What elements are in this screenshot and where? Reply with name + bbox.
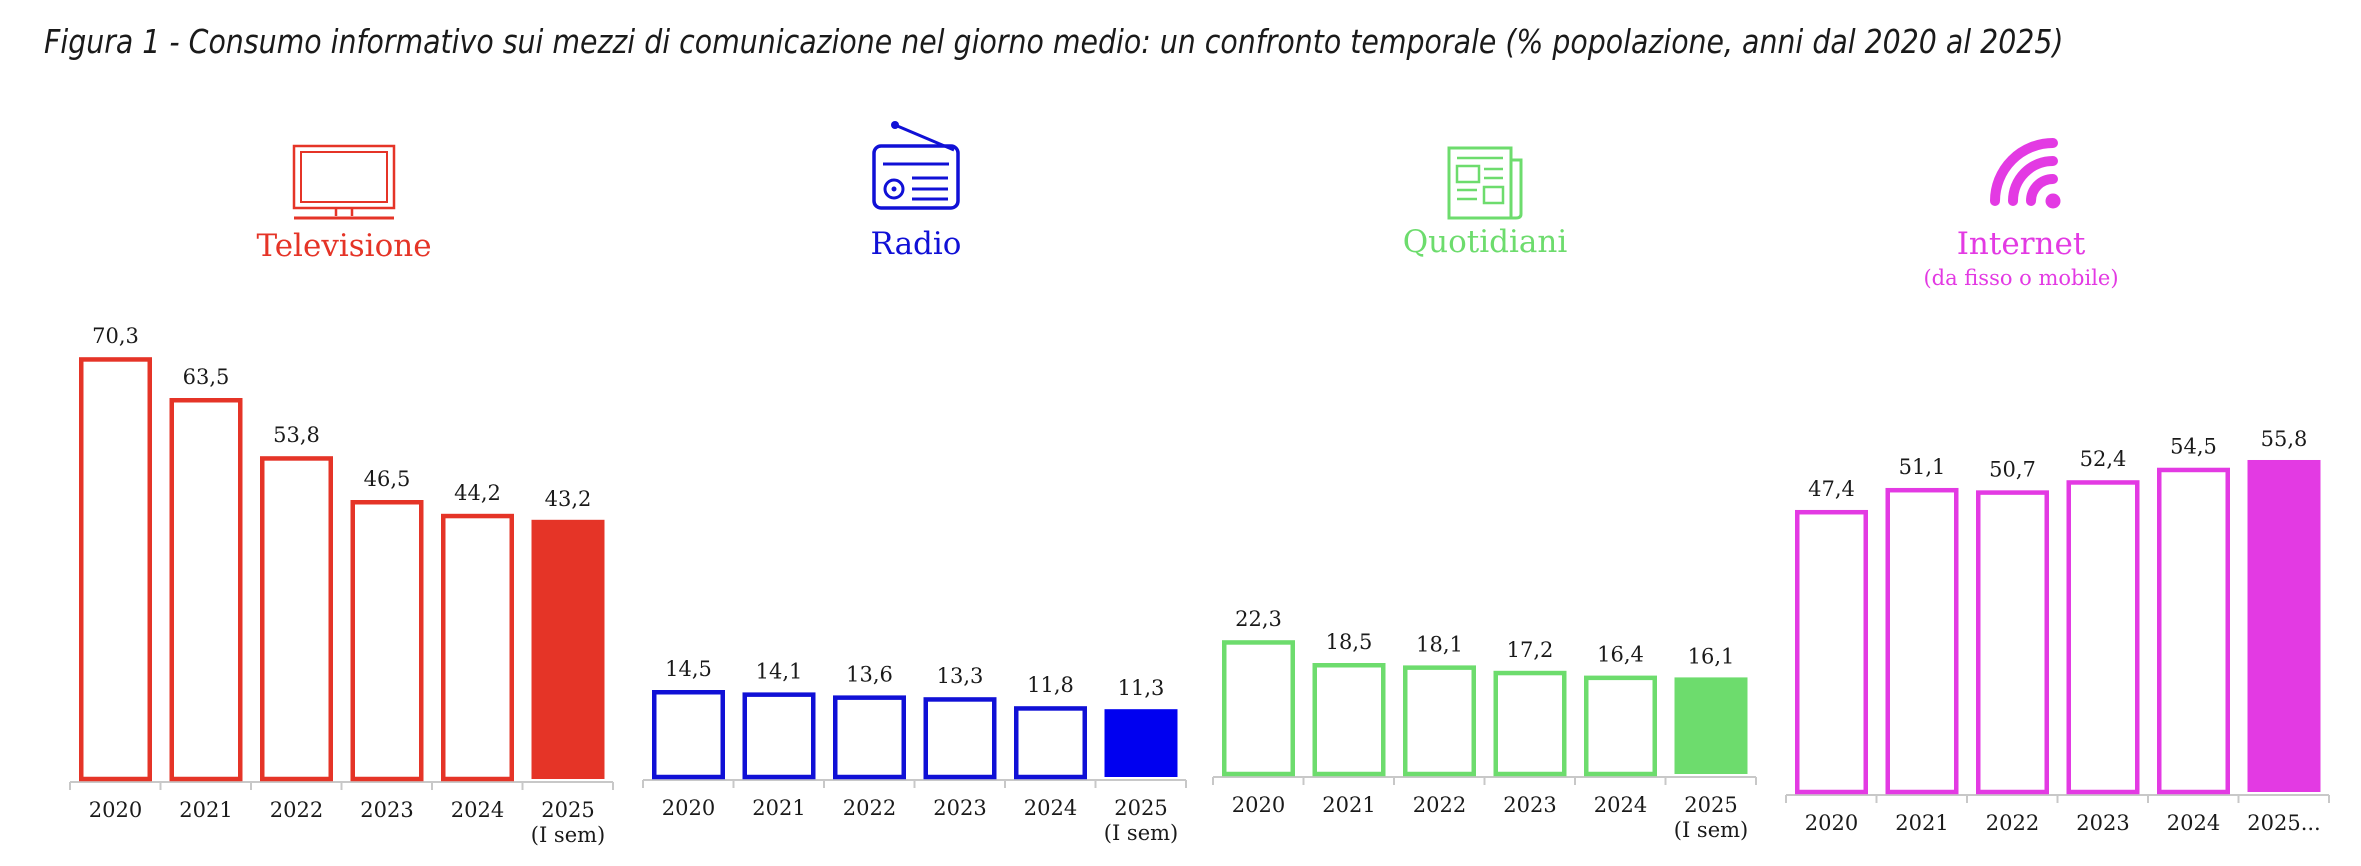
x-tick-label: 2025: [1114, 796, 1167, 820]
bar-2023: [1493, 670, 1567, 777]
bar-2023: [350, 500, 424, 782]
x-tick-label: 2023: [933, 796, 986, 820]
x-tick-label: 2023: [2076, 811, 2129, 835]
data-label: 50,7: [1989, 457, 2036, 481]
bar-2024: [441, 513, 514, 782]
data-label: 54,5: [2170, 435, 2217, 459]
panel-radio: Radio 14,5 2020 14,1 2021 13,6 2022 13,3 2023 11,…: [642, 121, 1187, 845]
data-label: 53,8: [273, 423, 320, 447]
bar-2021: [742, 692, 816, 780]
bar-2024: [1584, 675, 1657, 777]
data-label: 70,3: [92, 324, 139, 348]
x-tick-label: 2022: [270, 798, 323, 822]
data-label: 47,4: [1808, 477, 1855, 501]
data-label: 14,5: [665, 657, 712, 681]
x-tick-label: 2024: [2167, 811, 2220, 835]
x-tick-label: 2020: [662, 796, 715, 820]
data-label: 18,1: [1416, 632, 1463, 656]
bar-2023: [923, 697, 997, 780]
x-tick-label: 2025...: [2247, 811, 2320, 835]
panel-title: Internet: [1957, 226, 2086, 262]
wifi-icon: [1990, 138, 2061, 209]
x-tick-label: 2020: [1805, 811, 1858, 835]
bar-2022: [1976, 490, 2049, 795]
x-tick-label: 2021: [1895, 811, 1948, 835]
x-tick-note: (I sem): [1104, 821, 1178, 845]
newspaper-icon: [1447, 146, 1523, 220]
data-label: 22,3: [1235, 607, 1282, 631]
bar-fill: [1104, 709, 1178, 777]
bar-2021: [1885, 487, 1959, 795]
data-label: 13,6: [846, 662, 893, 686]
x-tick-label: 2025: [541, 798, 594, 822]
panel-title: Quotidiani: [1403, 224, 1568, 260]
bar-2023: [2066, 480, 2140, 795]
panel-quotidiani: Quotidiani 22,3 2020 18,5 2021 18,1 2022 17,2 20…: [1212, 146, 1757, 842]
panel-subtitle: (da fisso o mobile): [1923, 266, 2118, 290]
data-label: 63,5: [183, 365, 230, 389]
figure-title: Figura 1 - Consumo informativo sui mezzi…: [44, 22, 2064, 61]
data-label: 46,5: [364, 467, 411, 491]
bar-2020: [652, 690, 725, 780]
bar-fill: [531, 519, 605, 779]
bar-2020: [1222, 640, 1295, 777]
bar-fill: [1674, 677, 1748, 774]
x-tick-note: (I sem): [531, 823, 605, 847]
x-tick-note: (I sem): [1674, 818, 1748, 842]
bar-fill: [2247, 459, 2321, 792]
bar-2020: [1795, 509, 1868, 795]
data-label: 11,8: [1027, 673, 1074, 697]
x-tick-label: 2023: [1503, 793, 1556, 817]
data-label: 44,2: [454, 481, 501, 505]
bar-2024: [2157, 467, 2230, 795]
x-tick-label: 2023: [360, 798, 413, 822]
data-label: 17,2: [1507, 638, 1554, 662]
data-label: 11,3: [1118, 676, 1165, 700]
x-tick-label: 2020: [1232, 793, 1285, 817]
panel-televisione: Televisione 70,3 2020 63,5 2021 53,8 2022 46,5 2…: [69, 144, 614, 847]
bar-2022: [833, 695, 906, 780]
data-label: 55,8: [2261, 427, 2308, 451]
bar-2020: [79, 357, 152, 782]
x-tick-label: 2022: [843, 796, 896, 820]
bar-2024: [1014, 706, 1087, 780]
data-label: 43,2: [545, 487, 592, 511]
x-tick-label: 2022: [1986, 811, 2039, 835]
x-tick-label: 2021: [752, 796, 805, 820]
panel-title: Radio: [871, 226, 962, 262]
x-tick-label: 2025: [1684, 793, 1737, 817]
bar-2022: [260, 456, 333, 782]
panel-internet: Internet (da fisso o mobile) 47,4 2020 51,1 2…: [1785, 138, 2330, 835]
radio-icon: [872, 121, 960, 210]
x-tick-label: 2021: [179, 798, 232, 822]
x-tick-label: 2021: [1322, 793, 1375, 817]
x-tick-label: 2020: [89, 798, 142, 822]
x-tick-label: 2022: [1413, 793, 1466, 817]
data-label: 18,5: [1326, 630, 1373, 654]
bar-2022: [1403, 665, 1476, 777]
data-label: 51,1: [1899, 455, 1946, 479]
data-label: 16,4: [1597, 643, 1644, 667]
bar-2021: [169, 398, 243, 782]
tv-icon: [292, 144, 396, 220]
bar-2021: [1312, 663, 1386, 777]
data-label: 13,3: [937, 664, 984, 688]
data-label: 52,4: [2080, 447, 2127, 471]
panel-title: Televisione: [256, 228, 431, 264]
x-tick-label: 2024: [1024, 796, 1077, 820]
x-tick-label: 2024: [451, 798, 504, 822]
data-label: 14,1: [756, 659, 803, 683]
x-tick-label: 2024: [1594, 793, 1647, 817]
data-label: 16,1: [1688, 644, 1735, 668]
